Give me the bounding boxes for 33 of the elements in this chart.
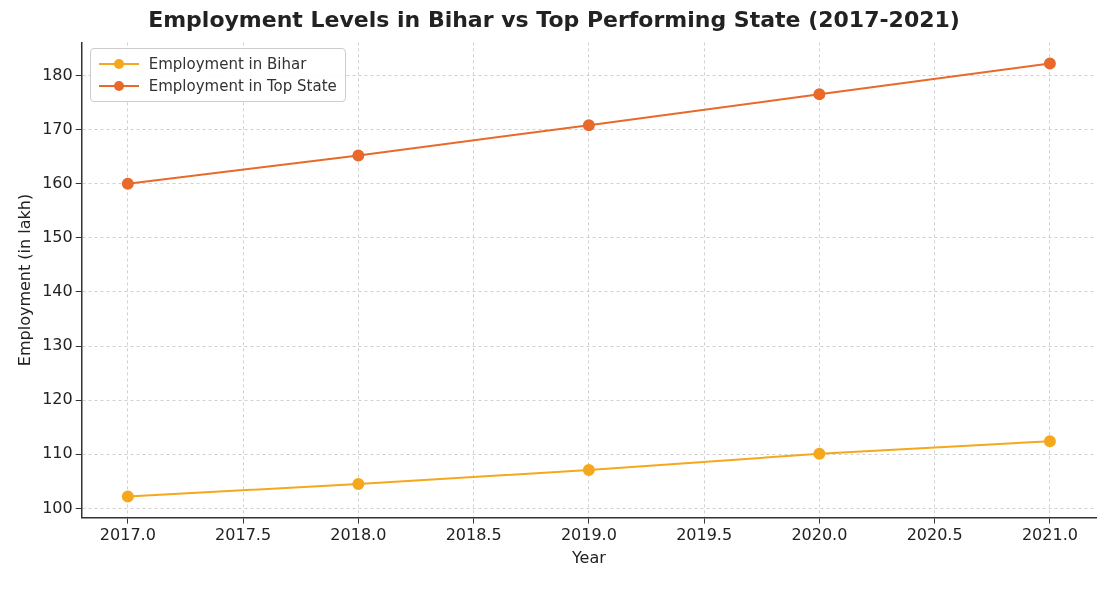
point (121, 490, 134, 503)
point (352, 149, 365, 162)
point (1043, 435, 1056, 448)
y-tick-label: 160 (42, 172, 73, 192)
y-tick-label: 100 (42, 497, 73, 517)
x-tick-label: 2020.5 (906, 525, 963, 545)
x-tick-label: 2019.0 (560, 525, 617, 545)
y-tick-label: 180 (42, 64, 73, 84)
point (1043, 57, 1056, 70)
x-tick-label: 2018.5 (445, 525, 502, 545)
x-tick-label: 2020.0 (791, 525, 848, 545)
chart-title: Employment Levels in Bihar vs Top Performing State (2017-2021) (148, 6, 960, 32)
x-tick-label: 2017.5 (215, 525, 272, 545)
point (813, 447, 826, 460)
x-tick-label: 2019.5 (676, 525, 733, 545)
x-axis-title: Year (570, 547, 607, 567)
point (582, 463, 595, 476)
y-tick-label: 120 (42, 389, 73, 409)
y-tick-label: 150 (42, 226, 73, 246)
point (121, 177, 134, 190)
legend-label: Employment in Top State (148, 76, 337, 98)
x-tick-label: 2017.0 (99, 525, 156, 545)
y-tick-label: 140 (42, 281, 73, 301)
y-axis-title: Employment (in lakh) (14, 193, 34, 367)
y-tick-label: 110 (42, 443, 73, 463)
y-tick-label: 130 (42, 335, 73, 355)
x-tick-label: 2018.0 (330, 525, 387, 545)
point (352, 478, 365, 491)
y-tick-label: 170 (42, 118, 73, 138)
x-tick-label: 2021.0 (1021, 525, 1078, 545)
legend-label: Employment in Bihar (148, 54, 307, 76)
point (813, 88, 826, 101)
point (582, 119, 595, 132)
